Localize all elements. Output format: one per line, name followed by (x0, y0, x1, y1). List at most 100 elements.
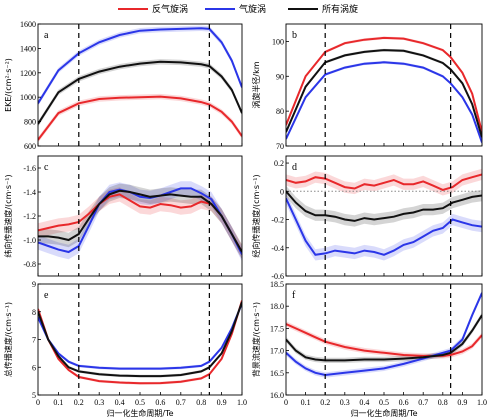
x-tick-label: 0 (284, 398, 288, 407)
series-line (286, 173, 482, 191)
y-tick-label: 600 (24, 142, 36, 151)
x-tick-label: 0.2 (74, 398, 84, 407)
y-tick-label: -1.6 (23, 164, 36, 173)
y-tick-label: -0.6 (271, 272, 284, 281)
chart-panel-a: 600 800 1000 1200 1400 1600 a EKE/(cm²·s⁻²) (4, 20, 243, 151)
x-tick-label: 0.2 (320, 398, 330, 407)
y-tick-label: -1.4 (23, 188, 36, 197)
x-tick-label: 1.0 (237, 398, 247, 407)
series-line (38, 187, 242, 255)
series-line (38, 300, 242, 385)
x-tick-label: 0.8 (196, 398, 206, 407)
panel-label: b (292, 30, 297, 41)
y-tick-label: 70 (276, 142, 284, 151)
series-line (286, 292, 482, 377)
series-line (286, 314, 482, 362)
y-tick-label: -0.2 (271, 216, 284, 225)
plot-frame (37, 283, 243, 396)
y-axis-label: 总传播速度/(cm·s⁻¹) (3, 302, 13, 377)
y-axis-label: 纬向传播速度/(cm·s⁻¹) (3, 174, 13, 257)
x-tick-label: 0.4 (115, 398, 125, 407)
x-axis-label: 归一化生命周期/Te (106, 408, 173, 418)
y-tick-label: 1200 (20, 69, 36, 78)
plot-area (286, 290, 482, 378)
x-tick-label: 0.7 (176, 398, 186, 407)
x-tick-label: 0.5 (379, 398, 389, 407)
x-tick-label: 0.1 (301, 398, 311, 407)
y-tick-label: 800 (24, 118, 36, 127)
x-tick-label: 0.6 (399, 398, 409, 407)
y-tick-label: 0 (280, 187, 284, 196)
panel-label: a (44, 30, 49, 41)
x-tick-label: 0.9 (457, 398, 467, 407)
y-tick-label: 7 (32, 336, 36, 345)
x-tick-label: 0.3 (340, 398, 350, 407)
x-tick-label: 0.9 (217, 398, 227, 407)
y-tick-label: 1600 (20, 20, 36, 29)
y-tick-label: 5 (32, 391, 36, 400)
panel-label: c (44, 162, 49, 173)
x-tick-label: 0 (36, 398, 40, 407)
x-tick-label: 0.6 (155, 398, 165, 407)
y-tick-label: 8 (32, 308, 36, 317)
legend: 反气旋涡 气旋涡 所有涡旋 (118, 3, 358, 15)
series-band (38, 183, 242, 260)
series-line (286, 190, 482, 222)
y-tick-label: 18.0 (270, 302, 284, 311)
y-axis-label: 涡旋半径/km (251, 61, 261, 108)
legend-label-cyclone: 气旋涡 (239, 3, 266, 15)
series-band (286, 192, 482, 261)
chart-panel-b: 70 80 90 100 b 涡旋半径/km (251, 23, 483, 151)
x-axis-label: 归一化生命周期/Te (350, 408, 417, 418)
y-tick-label: 0.2 (274, 159, 284, 168)
x-tick-label: 1.0 (477, 398, 487, 407)
panel-label: e (44, 290, 49, 301)
chart-panel-c: -0.8 -1.0 -1.2 -1.4 -1.6 c 纬向传播速度/(cm·s⁻¹) (3, 155, 243, 277)
series-line (38, 301, 242, 378)
series-band (38, 93, 242, 143)
y-tick-label: 100 (272, 37, 284, 46)
y-tick-label: 16.5 (270, 369, 284, 378)
y-tick-label: 90 (276, 72, 284, 81)
panel-label: d (292, 162, 297, 173)
y-tick-label: 80 (276, 107, 284, 116)
chart-panel-d: -0.6 -0.4 -0.2 0 0.2 d 经向传播速度/(cm·s⁻¹) (251, 155, 483, 281)
chart-panels: 6008001000120014001600aEKE/(cm²·s⁻²)7080… (3, 20, 487, 418)
x-tick-label: 0.7 (418, 398, 428, 407)
legend-label-anticyclone: 反气旋涡 (152, 3, 188, 15)
series-line (286, 197, 482, 256)
y-tick-label: -0.4 (271, 244, 284, 253)
y-tick-label: 9 (32, 280, 36, 289)
series-line (286, 61, 482, 143)
series-line (38, 303, 242, 370)
series-band (286, 290, 482, 378)
x-tick-label: 0.3 (94, 398, 104, 407)
chart-panel-e: 0 0.1 0.2 0.3 0.4 0.5 0.6 0.7 0.8 0.9 1.0 5 6 7 8 9e 总传播… (3, 280, 247, 418)
y-tick-label: 17.0 (270, 347, 284, 356)
series-line (286, 323, 482, 357)
series-line (38, 95, 242, 141)
series-line (38, 60, 242, 125)
y-axis-label: 背景流速度/(cm·s⁻¹) (251, 302, 261, 377)
panel-label: f (292, 290, 296, 301)
y-tick-label: 6 (32, 363, 36, 372)
y-tick-label: 17.5 (270, 324, 284, 333)
plot-area (38, 299, 242, 385)
x-tick-label: 0.4 (359, 398, 369, 407)
y-tick-label: -1.2 (23, 212, 36, 221)
series-line (38, 189, 242, 253)
y-tick-label: 18.5 (270, 280, 284, 289)
plot-area (286, 168, 482, 261)
y-tick-label: -1.0 (23, 236, 36, 245)
y-axis-label: EKE/(cm²·s⁻²) (4, 58, 13, 112)
x-tick-label: 0.1 (53, 398, 63, 407)
plot-area (38, 181, 242, 262)
legend-label-all-eddies: 所有涡旋 (322, 3, 358, 15)
plot-area (286, 36, 482, 144)
series-band (38, 59, 242, 127)
y-tick-label: -0.8 (23, 260, 36, 269)
x-tick-label: 0.8 (438, 398, 448, 407)
series-band (38, 187, 242, 260)
plot-area (38, 25, 242, 143)
y-axis-label: 经向传播速度/(cm·s⁻¹) (251, 174, 261, 257)
